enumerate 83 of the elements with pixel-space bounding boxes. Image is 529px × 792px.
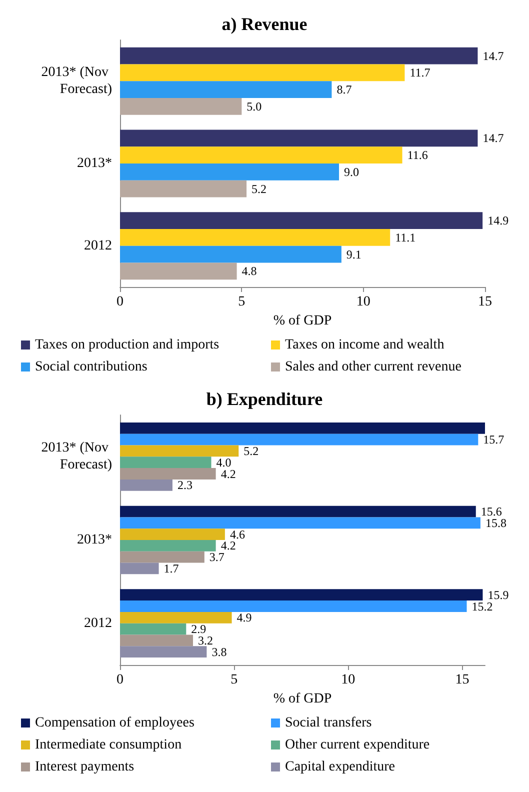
legend-label: Taxes on production and imports [35, 338, 220, 352]
bar [120, 562, 159, 574]
y-tick-label: 2013* [77, 532, 112, 548]
x-tick-label: 0 [116, 294, 124, 310]
bar [120, 228, 390, 246]
bar [120, 589, 483, 601]
legend-label: Intermediate consumption [35, 738, 182, 752]
x-axis-title: % of GDP [273, 313, 332, 328]
legend-label: Interest payments [35, 760, 134, 774]
legend-label: Sales and other current revenue [285, 360, 462, 374]
bar [120, 479, 172, 491]
bar [120, 623, 186, 635]
data-label: 4.8 [242, 264, 257, 278]
data-label: 4.0 [216, 455, 232, 470]
y-tick-label: 2013* (Nov Forecast) [41, 65, 112, 98]
data-label: 14.7 [482, 48, 504, 63]
data-label: 5.0 [246, 99, 262, 114]
bar [120, 146, 402, 164]
y-tick-label: 2012 [84, 238, 112, 254]
x-axis-title: % of GDP [273, 691, 332, 706]
bar [120, 517, 480, 529]
data-label: 15.2 [472, 599, 493, 614]
data-label: 11.7 [410, 66, 430, 80]
data-label: 9.1 [346, 247, 362, 262]
chart-title: b) Expenditure [206, 389, 323, 409]
bar [120, 246, 342, 263]
y-tick-label: 2013* (Nov Forecast) [41, 440, 112, 473]
legend-label: Capital expenditure [285, 760, 396, 774]
legend-label: Social contributions [35, 360, 148, 374]
bar [120, 646, 207, 658]
data-label: 3.8 [212, 644, 227, 659]
bar [120, 180, 247, 198]
y-tick-label: 2013* [77, 156, 112, 171]
bar [120, 164, 339, 180]
data-label: 4.2 [220, 538, 236, 553]
x-tick-label: 15 [478, 294, 492, 310]
legend-label: Compensation of employees [35, 716, 194, 730]
data-label: 14.7 [482, 131, 504, 146]
data-label: 5.2 [252, 182, 267, 196]
bar [120, 456, 212, 468]
x-tick-label: 15 [455, 672, 470, 688]
data-label: 9.0 [344, 164, 359, 179]
data-label: 15.7 [483, 432, 504, 447]
data-label: 2.3 [177, 478, 192, 492]
data-label: 8.7 [336, 82, 352, 97]
bar [120, 612, 232, 624]
bar [120, 262, 237, 280]
bar [120, 64, 405, 82]
legend-label: Social transfers [285, 716, 372, 730]
bar [120, 540, 216, 552]
bar [120, 634, 193, 646]
data-label: 4.9 [236, 610, 252, 625]
legend-label: Taxes on income and wealth [285, 338, 444, 352]
data-label: 4.2 [220, 466, 236, 481]
chart-title: a) Revenue [222, 14, 308, 34]
data-label: 11.1 [395, 230, 416, 244]
data-label: 5.2 [244, 444, 259, 458]
bar [120, 506, 476, 518]
bar [120, 98, 242, 115]
x-tick-label: 5 [230, 672, 238, 688]
bar [120, 434, 478, 446]
bar [120, 81, 332, 98]
y-tick-label: 2012 [84, 616, 112, 631]
x-tick-label: 5 [238, 294, 246, 310]
x-tick-label: 10 [356, 294, 370, 310]
legend-label: Other current expenditure [285, 738, 430, 752]
bar [120, 130, 478, 147]
data-label: 3.7 [209, 550, 224, 564]
data-label: 14.9 [488, 214, 509, 228]
data-label: 15.9 [488, 588, 509, 602]
bar [120, 528, 225, 540]
data-label: 11.6 [407, 148, 428, 162]
x-tick-label: 0 [116, 672, 124, 688]
x-tick-label: 10 [341, 672, 356, 688]
bar [120, 212, 483, 229]
data-label: 1.7 [164, 561, 179, 576]
bar [120, 600, 467, 612]
bar [120, 551, 204, 563]
bar [120, 47, 478, 64]
bar [120, 468, 216, 480]
bar [120, 445, 239, 457]
bar [120, 422, 485, 434]
data-label: 4.6 [230, 527, 245, 542]
